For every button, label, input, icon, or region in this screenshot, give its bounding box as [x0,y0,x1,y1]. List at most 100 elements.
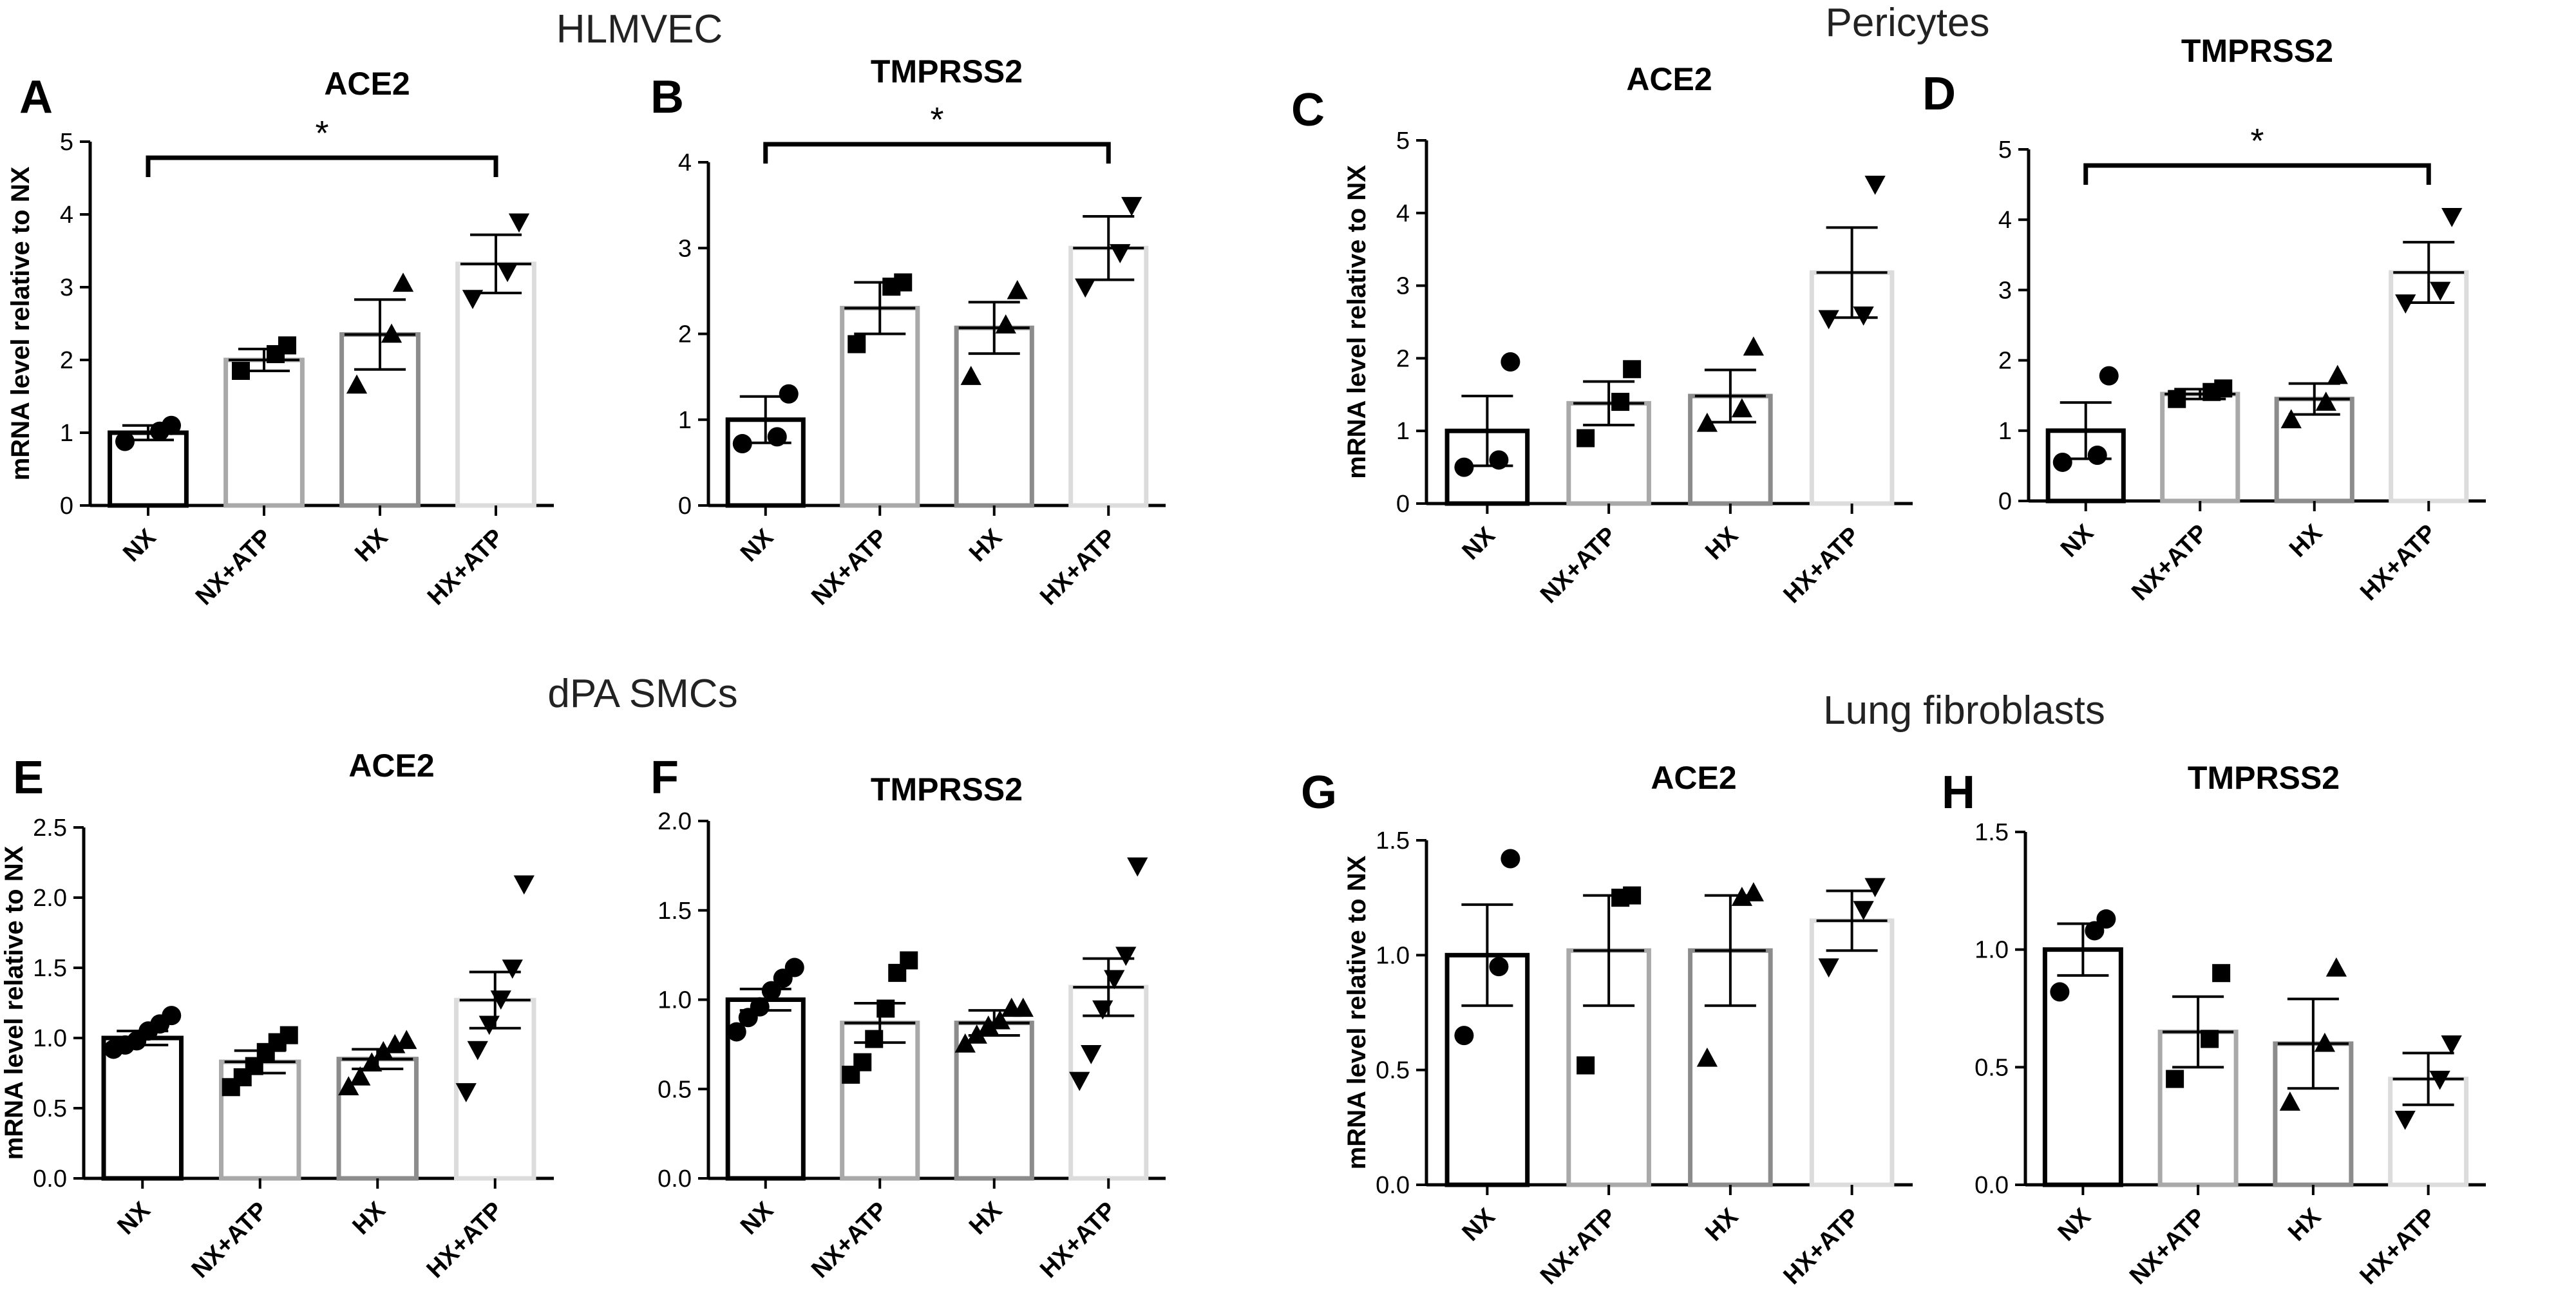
y-tick-label: 0 [678,493,692,520]
y-axis-label: mRNA level relative to NX [1343,855,1371,1169]
significance-star: * [2250,122,2264,160]
bar-nx-atp [223,357,305,508]
y-tick-label: 1.0 [1975,937,2009,964]
data-point-triangle-up [1743,336,1765,356]
data-point-circle [115,431,135,451]
data-point-triangle-down [1864,878,1886,898]
data-point-triangle-down [1104,970,1125,990]
data-point-triangle-down [2441,207,2463,227]
data-point-square [853,1053,872,1071]
data-point-circle [1454,1026,1474,1046]
data-point-triangle-down [1110,244,1131,263]
data-point-triangle-up [1012,997,1034,1017]
data-point-triangle-down [455,1083,477,1102]
data-point-triangle-down [1115,947,1137,967]
y-tick-label: 0.0 [33,1165,67,1193]
data-point-triangle-up [978,1015,999,1035]
data-point-triangle-up [2280,409,2302,429]
y-tick-label: 2 [60,347,73,374]
data-point-circle [2099,366,2119,386]
data-point-triangle-up [392,272,414,292]
data-point-triangle-up [1696,1047,1718,1067]
category-label: HX [1700,522,1743,565]
category-label: NX+ATP [187,1197,273,1283]
panel-letter: H [1942,767,1975,818]
data-point-triangle-up [995,314,1016,334]
category-label: HX [2283,1203,2326,1246]
significance-bracket [763,142,1111,164]
bar-nx [101,1035,184,1181]
data-point-triangle-up [361,1052,383,1071]
significance-star: * [315,114,328,153]
category-label: NX [2056,519,2099,562]
data-point-triangle-down [1864,175,1886,195]
data-point-triangle-down [513,875,535,895]
data-point-triangle-down [1121,196,1142,216]
data-point-circle [761,981,781,1001]
y-tick-label: 1.5 [1975,819,2009,846]
data-point-circle [2096,909,2116,929]
data-point-triangle-down [1818,958,1839,978]
data-point-triangle-down [1075,278,1096,298]
category-label: HX+ATP [1779,522,1865,609]
data-point-triangle-down [2441,1035,2462,1055]
y-tick-label: 0 [1396,491,1410,518]
data-point-triangle-up [373,1041,394,1061]
data-point-circle [767,427,787,447]
category-label: HX+ATP [422,1197,508,1283]
category-label: NX [735,524,779,567]
data-point-circle [1489,450,1509,470]
data-point-triangle-up [1743,882,1765,901]
data-point-circle [1489,957,1509,977]
y-tick-label: 4 [1998,207,2012,234]
y-tick-label: 1.0 [658,987,692,1014]
data-point-triangle-down [2429,1070,2450,1090]
data-point-triangle-up [2327,364,2348,384]
data-point-triangle-up [350,1066,371,1086]
category-label: NX+ATP [1535,1203,1622,1290]
y-tick-label: 1.5 [658,898,692,925]
data-point-square [279,1026,298,1044]
y-tick-label: 5 [1998,137,2012,164]
data-point-triangle-up [1731,398,1753,418]
data-point-circle [726,1022,746,1042]
data-point-circle [1501,849,1520,869]
data-point-square [900,951,918,970]
y-tick-label: 2 [1998,348,2012,375]
data-point-triangle-up [346,374,368,394]
data-point-triangle-down [1127,857,1148,877]
data-point-circle [2085,921,2105,941]
significance-bracket [2083,163,2431,185]
chart-title: TMPRSS2 [2188,760,2340,796]
data-point-circle [784,958,804,977]
category-label: HX+ATP [422,524,509,610]
y-tick-label: 0 [60,493,73,520]
chart-title: ACE2 [1626,61,1712,97]
data-point-square [2212,964,2231,983]
data-point-square [232,361,250,380]
data-point-triangle-down [502,959,523,979]
y-tick-label: 1.5 [33,955,67,982]
category-label: HX+ATP [2355,520,2441,606]
y-tick-label: 2 [678,321,692,348]
data-point-triangle-down [478,1015,500,1035]
data-point-triangle-up [1007,279,1028,299]
chart-title: ACE2 [324,66,410,102]
panel-letter: B [650,71,684,123]
data-point-triangle-down [467,1041,488,1061]
category-label: HX+ATP [1035,1197,1121,1283]
y-tick-label: 1.5 [1376,827,1410,854]
y-tick-label: 2.0 [658,808,692,835]
significance-star: * [930,100,943,139]
data-point-square [1611,393,1630,411]
data-point-circle [1501,352,1520,372]
panel-letter: E [13,752,44,804]
y-axis-label: mRNA level relative to NX [1343,165,1371,479]
data-point-square [1577,429,1595,448]
data-point-triangle-down [1853,306,1874,326]
y-tick-label: 2.5 [33,815,67,842]
y-tick-label: 3 [1998,277,2012,304]
category-label: NX+ATP [191,524,277,610]
data-point-square [876,999,895,1018]
